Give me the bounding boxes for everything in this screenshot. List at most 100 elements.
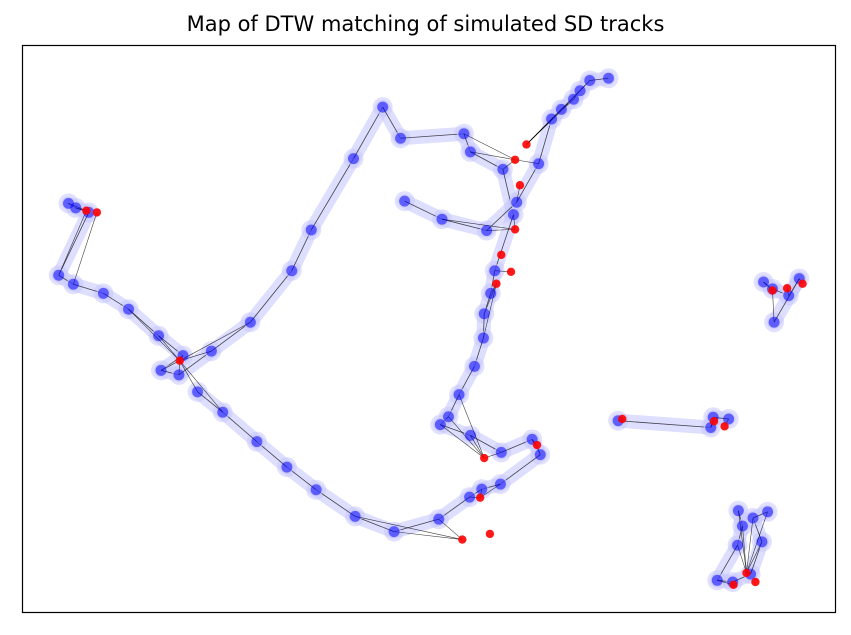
track-a-point — [217, 406, 229, 418]
track-a-point — [205, 345, 217, 357]
track-a-point — [286, 265, 298, 277]
track-b-point — [480, 453, 489, 463]
track-a-point — [458, 128, 470, 140]
dtw-match-line — [394, 531, 463, 540]
track-a-point — [388, 526, 400, 538]
track-b-point — [709, 417, 719, 426]
track-a-point — [70, 202, 82, 214]
track-a-point — [399, 195, 411, 207]
track-a-point — [434, 419, 446, 431]
dtw-match-line — [179, 360, 223, 413]
track-b-point — [497, 250, 506, 260]
dtw-match-line — [58, 210, 87, 276]
track-a-point — [464, 146, 476, 158]
track-a-point — [53, 269, 65, 281]
track-b-points-layer — [82, 140, 807, 590]
track-a-point — [155, 364, 167, 376]
dtw-match-line — [463, 133, 516, 161]
track-b-point — [485, 529, 495, 539]
dtw-match-lines-layer — [58, 80, 803, 586]
track-a-point — [123, 303, 135, 315]
track-a-link — [538, 118, 552, 164]
track-a-link — [353, 106, 384, 159]
track-b-point — [175, 356, 184, 365]
track-a-point — [395, 132, 407, 144]
track-b-point — [782, 284, 792, 293]
track-a-point — [347, 153, 359, 165]
dtw-match-line — [440, 424, 485, 459]
dtw-match-line — [742, 525, 747, 573]
track-a-point — [762, 506, 774, 518]
dtw-match-line — [179, 360, 198, 392]
track-a-point — [310, 484, 322, 496]
track-a-point — [305, 224, 317, 236]
track-a-link — [494, 214, 514, 271]
track-b-point — [532, 440, 542, 450]
dtw-match-line — [470, 151, 516, 161]
dtw-match-line — [355, 516, 463, 540]
track-a-point — [244, 316, 256, 328]
track-a-point — [497, 163, 509, 175]
chart-title: Map of DTW matching of simulated SD trac… — [186, 12, 665, 36]
track-a-point — [468, 360, 480, 372]
track-a-path-layer — [51, 71, 807, 590]
track-a-point — [481, 225, 493, 237]
track-a-link — [310, 158, 354, 231]
track-b-point — [768, 286, 777, 295]
track-a-point — [574, 85, 586, 97]
track-a-point — [153, 330, 165, 342]
track-b-point — [742, 568, 751, 578]
track-a-point — [251, 436, 263, 448]
track-a-point — [192, 386, 204, 398]
track-b-point — [475, 493, 485, 502]
track-halo-layer — [48, 68, 810, 593]
track-a-point — [67, 278, 79, 290]
track-a-link — [500, 454, 541, 485]
track-b-point — [720, 422, 729, 431]
track-a-point — [433, 513, 445, 525]
track-a-link — [400, 133, 464, 139]
track-a-point — [349, 510, 361, 522]
track-a-point — [453, 389, 465, 401]
track-a-point — [555, 103, 567, 115]
track-a-point — [768, 316, 780, 328]
track-b-point — [729, 580, 738, 590]
track-a-point — [464, 491, 476, 503]
track-a-point — [758, 276, 770, 288]
track-a-point — [736, 520, 748, 532]
track-a-point — [602, 72, 614, 84]
dtw-match-line — [179, 321, 251, 361]
track-a-point — [442, 411, 454, 423]
dtw-match-line — [746, 518, 754, 573]
track-a-point — [281, 461, 293, 473]
track-a-link — [58, 212, 90, 276]
track-a-point — [436, 213, 448, 225]
track-a-point — [489, 265, 501, 277]
track-b-point — [510, 225, 520, 234]
track-a-point — [533, 158, 545, 170]
track-a-link — [315, 489, 356, 517]
track-a-point — [568, 93, 580, 105]
track-a-point — [756, 536, 768, 548]
track-a-point — [507, 209, 519, 221]
track-a-point — [485, 287, 497, 299]
track-a-link — [211, 321, 251, 352]
track-a-point — [711, 574, 723, 586]
track-a-point — [377, 101, 389, 113]
track-a-point — [478, 308, 490, 320]
track-a-point — [723, 413, 735, 425]
track-b-point — [492, 279, 501, 288]
track-a-link — [291, 229, 312, 271]
track-b-point — [510, 155, 520, 164]
dtw-match-line — [458, 394, 485, 459]
track-a-link — [250, 270, 293, 323]
track-a-link — [516, 163, 539, 203]
track-b-point — [798, 279, 807, 288]
track-a-point — [732, 539, 744, 551]
track-a-point — [732, 505, 744, 517]
track-a-point — [477, 332, 489, 344]
dtw-match-line — [746, 541, 763, 574]
plot-area-frame — [21, 44, 837, 614]
track-b-point — [515, 181, 525, 190]
dtw-match-line — [441, 218, 516, 230]
